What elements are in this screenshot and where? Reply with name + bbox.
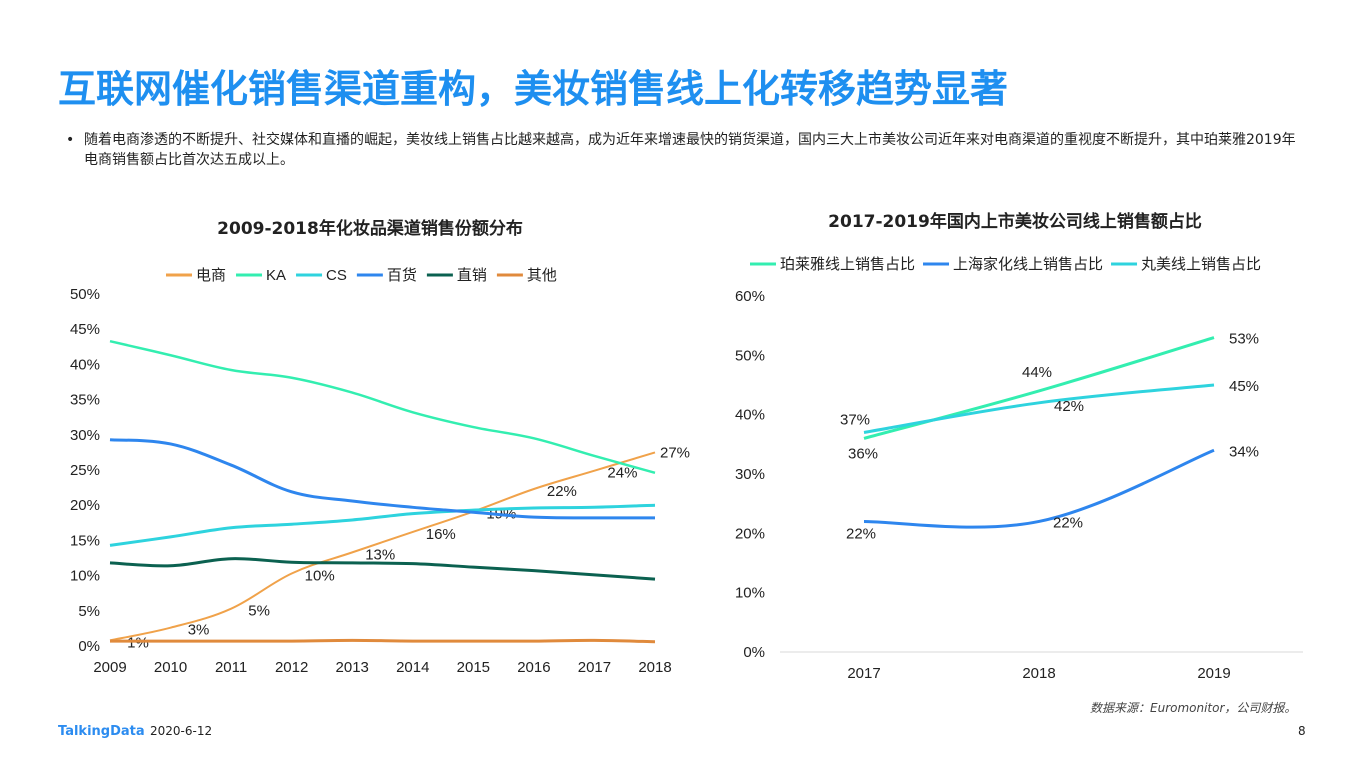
y-tick-label: 20% [735, 525, 765, 542]
legend-label: 直销 [457, 267, 487, 284]
data-label: 45% [1229, 378, 1259, 395]
y-tick-label: 25% [70, 462, 100, 479]
y-tick-label: 60% [735, 288, 765, 305]
x-tick-label: 2016 [517, 659, 550, 676]
data-label: 44% [1022, 364, 1052, 381]
data-label: 22% [547, 483, 577, 500]
data-label: 5% [248, 603, 270, 620]
series-line-2 [109, 503, 656, 547]
y-tick-label: 10% [70, 568, 100, 585]
series-line-2 [863, 383, 1215, 434]
y-tick-label: 15% [70, 532, 100, 549]
y-tick-label: 50% [70, 286, 100, 303]
legend-label: 其他 [527, 267, 557, 284]
series-line-1 [109, 339, 656, 475]
legend-label: 电商 [196, 267, 226, 284]
data-label: 42% [1054, 398, 1084, 415]
x-tick-label: 2017 [578, 659, 611, 676]
data-label: 22% [1053, 514, 1083, 531]
footer-date: 2020-6-12 [150, 724, 213, 738]
data-label: 13% [365, 546, 395, 563]
data-label: 16% [426, 526, 456, 543]
right-chart-title: 2017-2019年国内上市美妆公司线上销售额占比 [828, 212, 1202, 232]
x-tick-label: 2018 [638, 659, 671, 676]
data-label: 36% [848, 445, 878, 462]
bullet-text: 随着电商渗透的不断提升、社交媒体和直播的崛起，美妆线上销售占比越来越高，成为近年… [84, 132, 1296, 168]
y-tick-label: 5% [78, 603, 100, 620]
x-tick-label: 2013 [336, 659, 369, 676]
x-tick-label: 2012 [275, 659, 308, 676]
series-line-0 [109, 451, 656, 642]
left-chart-title: 2009-2018年化妆品渠道销售份额分布 [217, 219, 523, 239]
bullet-marker: • [66, 132, 75, 148]
legend-label: KA [266, 267, 286, 284]
legend-label: 丸美线上销售占比 [1141, 256, 1261, 273]
talkingdata-logo: TalkingData [58, 724, 145, 739]
data-label: 10% [305, 567, 335, 584]
y-tick-label: 35% [70, 392, 100, 409]
x-tick-label: 2009 [93, 659, 126, 676]
x-tick-label: 2015 [457, 659, 490, 676]
y-tick-label: 30% [735, 466, 765, 483]
series-line-0 [863, 336, 1215, 440]
series-line-4 [109, 557, 656, 581]
data-label: 27% [660, 444, 690, 461]
legend-label: CS [326, 267, 347, 284]
series-line-1 [863, 448, 1215, 529]
data-label: 1% [127, 634, 149, 651]
series-line-5 [110, 638, 656, 644]
y-tick-label: 0% [78, 638, 100, 655]
data-label: 53% [1229, 331, 1259, 348]
data-source: 数据来源：Euromonitor，公司财报。 [1090, 701, 1297, 715]
x-tick-label: 2011 [215, 659, 247, 676]
y-tick-label: 30% [70, 427, 100, 444]
legend-label: 珀莱雅线上销售占比 [780, 256, 915, 273]
y-tick-label: 50% [735, 347, 765, 364]
bullet-point: • 随着电商渗透的不断提升、社交媒体和直播的崛起，美妆线上销售占比越来越高，成为… [66, 130, 1296, 170]
data-label: 3% [188, 622, 210, 639]
data-label: 24% [607, 465, 637, 482]
y-tick-label: 10% [735, 585, 765, 602]
x-tick-label: 2010 [154, 659, 187, 676]
data-label: 34% [1229, 443, 1259, 460]
x-tick-label: 2017 [847, 665, 880, 682]
x-tick-label: 2019 [1197, 665, 1230, 682]
y-tick-label: 40% [735, 407, 765, 424]
series-line-3 [109, 438, 656, 520]
page-number: 8 [1298, 724, 1306, 738]
legend-label: 上海家化线上销售占比 [953, 256, 1103, 273]
data-label: 37% [840, 411, 870, 428]
data-label: 22% [846, 525, 876, 542]
y-tick-label: 45% [70, 321, 100, 338]
legend-label: 百货 [387, 267, 417, 284]
y-tick-label: 0% [743, 644, 765, 661]
y-tick-label: 40% [70, 356, 100, 373]
y-tick-label: 20% [70, 497, 100, 514]
page-title: 互联网催化销售渠道重构，美妆销售线上化转移趋势显著 [58, 67, 1009, 111]
x-tick-label: 2014 [396, 659, 429, 676]
x-tick-label: 2018 [1022, 665, 1055, 682]
